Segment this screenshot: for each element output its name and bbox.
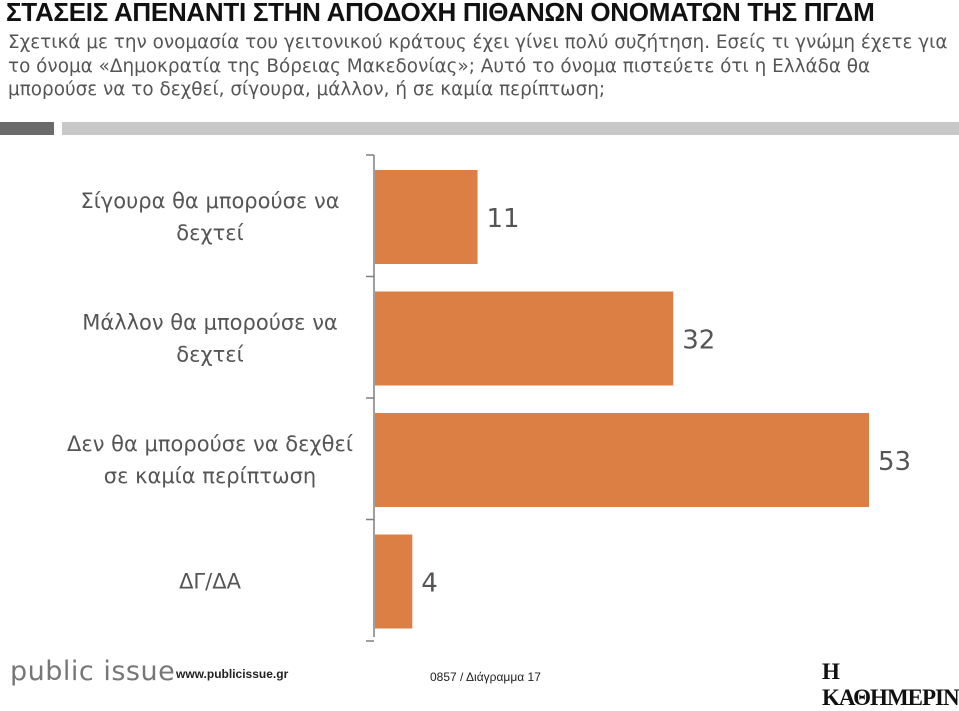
bar-1 xyxy=(375,291,674,386)
chart-code: 0857 / Διάγραμμα 17 xyxy=(430,670,541,684)
category-label-1: Μάλλον θα μπορούσε να δεχτεί xyxy=(82,311,338,367)
page-title: ΣΤΑΣΕΙΣ ΑΠΕΝΑΝΤΙ ΣΤΗΝ ΑΠΟΔΟΧΗ ΠΙΘΑΝΩΝ ΟΝ… xyxy=(6,0,875,27)
kathimerini-logo: Η ΚΑΘΗΜΕΡΙΝΗ xyxy=(822,659,959,710)
category-label-2: Δεν θα μπορούσε να δεχθεί σε καμία περίπτ… xyxy=(67,432,353,488)
data-label-3: 4 xyxy=(421,569,438,599)
bar-2 xyxy=(375,413,869,507)
publicissue-logo: public issue xyxy=(10,656,176,687)
category-label-3: ΔΓ/ΔΑ xyxy=(179,570,242,594)
bar-0 xyxy=(375,170,478,264)
data-label-1: 32 xyxy=(682,326,715,356)
header-band-light xyxy=(62,122,959,135)
bar-chart: 11 Σίγουρα θα μπορούσε να δεχτεί 32 Μάλλον θ… xyxy=(67,154,911,642)
question-text: Σχετικά με την ονομασία του γειτονικού κ… xyxy=(8,32,948,100)
data-label-0: 11 xyxy=(487,204,520,234)
category-label-0: Σίγουρα θα μπορούσε να δεχτεί xyxy=(80,189,339,245)
header-band-dark xyxy=(0,122,54,135)
bar-3 xyxy=(375,534,413,629)
publicissue-url[interactable]: www.publicissue.gr xyxy=(176,667,289,681)
data-label-2: 53 xyxy=(878,447,911,477)
